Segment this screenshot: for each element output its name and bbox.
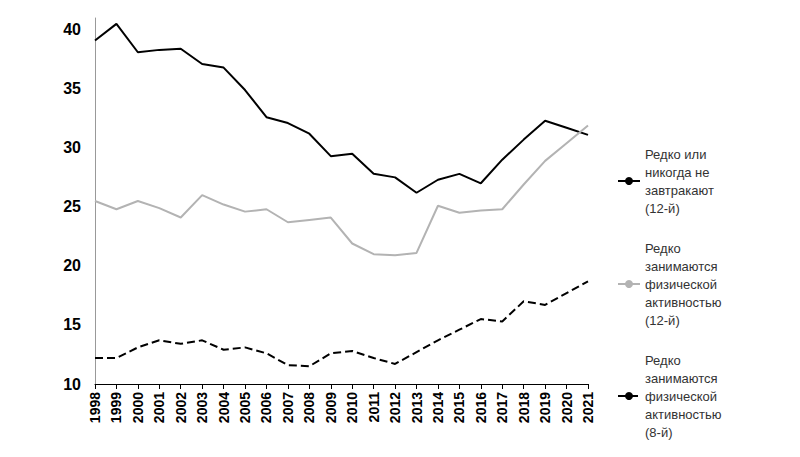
svg-text:2007: 2007 bbox=[280, 392, 296, 423]
svg-text:2000: 2000 bbox=[130, 392, 146, 423]
svg-text:Редко или: Редко или bbox=[645, 147, 710, 162]
svg-text:2002: 2002 bbox=[173, 392, 189, 423]
svg-text:2005: 2005 bbox=[237, 392, 253, 423]
svg-text:занимаются: занимаются bbox=[645, 371, 721, 386]
svg-text:35: 35 bbox=[63, 80, 81, 97]
svg-text:2003: 2003 bbox=[194, 392, 210, 423]
svg-text:2017: 2017 bbox=[494, 392, 510, 423]
svg-text:30: 30 bbox=[63, 139, 81, 156]
svg-text:2013: 2013 bbox=[409, 392, 425, 423]
svg-text:никогда не: никогда не bbox=[645, 165, 713, 180]
svg-text:2020: 2020 bbox=[559, 392, 575, 423]
svg-text:20: 20 bbox=[63, 257, 81, 274]
svg-text:10: 10 bbox=[63, 376, 81, 393]
svg-text:2019: 2019 bbox=[537, 392, 553, 423]
svg-text:Редко: Редко bbox=[645, 353, 684, 368]
svg-text:15: 15 bbox=[63, 316, 81, 333]
svg-text:1998: 1998 bbox=[87, 392, 103, 423]
svg-text:2016: 2016 bbox=[473, 392, 489, 423]
svg-text:занимаются: занимаются bbox=[645, 259, 721, 274]
svg-text:(8-й): (8-й) bbox=[645, 425, 672, 440]
svg-text:физической: физической bbox=[645, 389, 721, 404]
svg-text:физической: физической bbox=[645, 277, 721, 292]
svg-text:2012: 2012 bbox=[387, 392, 403, 423]
svg-text:2006: 2006 bbox=[258, 392, 274, 423]
svg-text:2008: 2008 bbox=[301, 392, 317, 423]
svg-text:завтракают: завтракают bbox=[645, 183, 717, 198]
svg-text:2018: 2018 bbox=[516, 392, 532, 423]
svg-text:2001: 2001 bbox=[151, 392, 167, 423]
svg-text:1999: 1999 bbox=[108, 392, 124, 423]
svg-text:активностью: активностью bbox=[645, 295, 725, 310]
svg-text:Редко: Редко bbox=[645, 241, 684, 256]
svg-text:2021: 2021 bbox=[580, 392, 596, 423]
svg-text:40: 40 bbox=[63, 21, 81, 38]
svg-text:2011: 2011 bbox=[366, 392, 382, 423]
svg-text:активностью: активностью bbox=[645, 407, 725, 422]
svg-text:(12-й): (12-й) bbox=[645, 201, 680, 216]
svg-text:2009: 2009 bbox=[323, 392, 339, 423]
svg-text:2014: 2014 bbox=[430, 392, 446, 423]
svg-text:25: 25 bbox=[63, 198, 81, 215]
svg-text:2015: 2015 bbox=[451, 392, 467, 423]
svg-text:2004: 2004 bbox=[216, 392, 232, 423]
svg-text:(12-й): (12-й) bbox=[645, 313, 680, 328]
svg-text:2010: 2010 bbox=[344, 392, 360, 423]
